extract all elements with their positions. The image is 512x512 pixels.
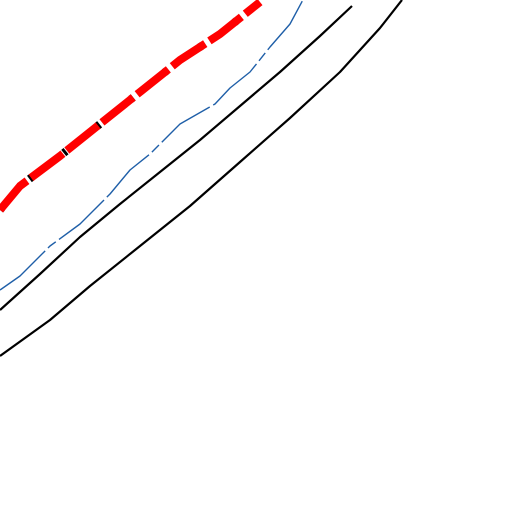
series-line-black-upper <box>0 5 353 311</box>
series-line-red-dashed <box>0 0 263 213</box>
series-line-blue-thin <box>0 0 304 291</box>
series-line-black-lower <box>0 0 403 357</box>
series-layer <box>0 0 403 357</box>
